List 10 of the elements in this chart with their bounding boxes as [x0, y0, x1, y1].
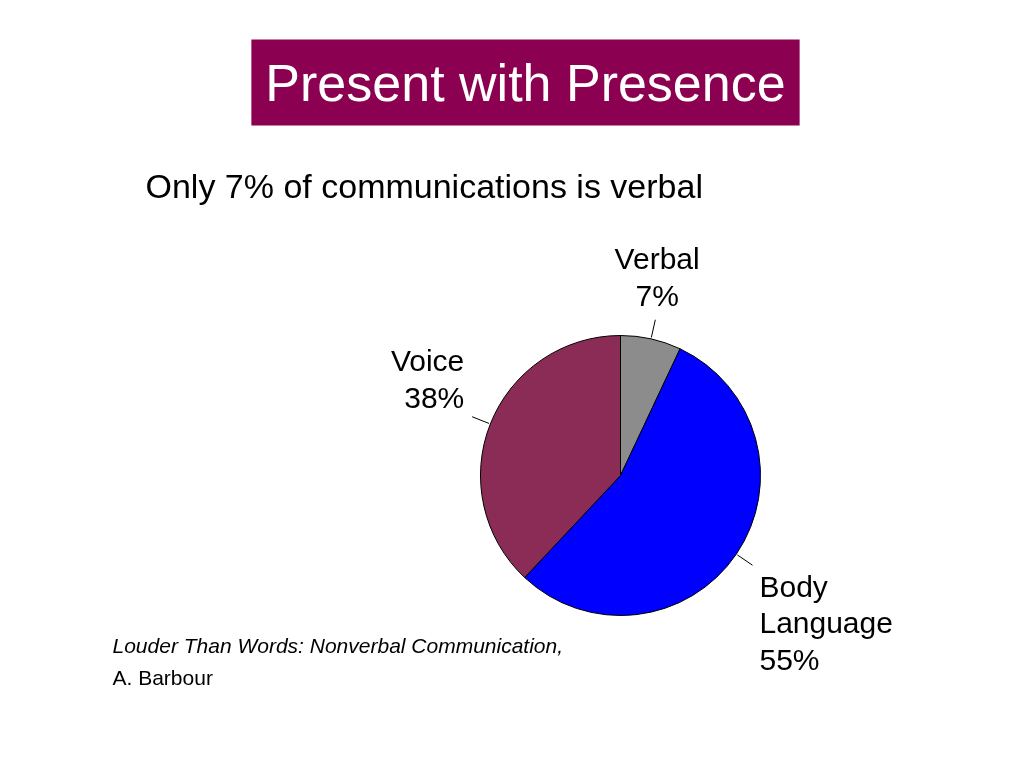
slice-label: Voice: [390, 344, 465, 378]
chart-title: Present with Presence: [265, 53, 786, 112]
slice-label: Verbal: [614, 242, 700, 276]
slice-label: Body Language: [759, 569, 893, 640]
data-label: 7%: [635, 278, 679, 312]
text: Louder Than Words: Nonverbal Communication,: [112, 634, 564, 657]
data-label: 38%: [404, 380, 465, 414]
text: A. Barbour: [112, 666, 213, 689]
data-label: 55%: [759, 642, 820, 676]
chart-subtitle: Only 7% of communications is verbal: [145, 166, 703, 205]
